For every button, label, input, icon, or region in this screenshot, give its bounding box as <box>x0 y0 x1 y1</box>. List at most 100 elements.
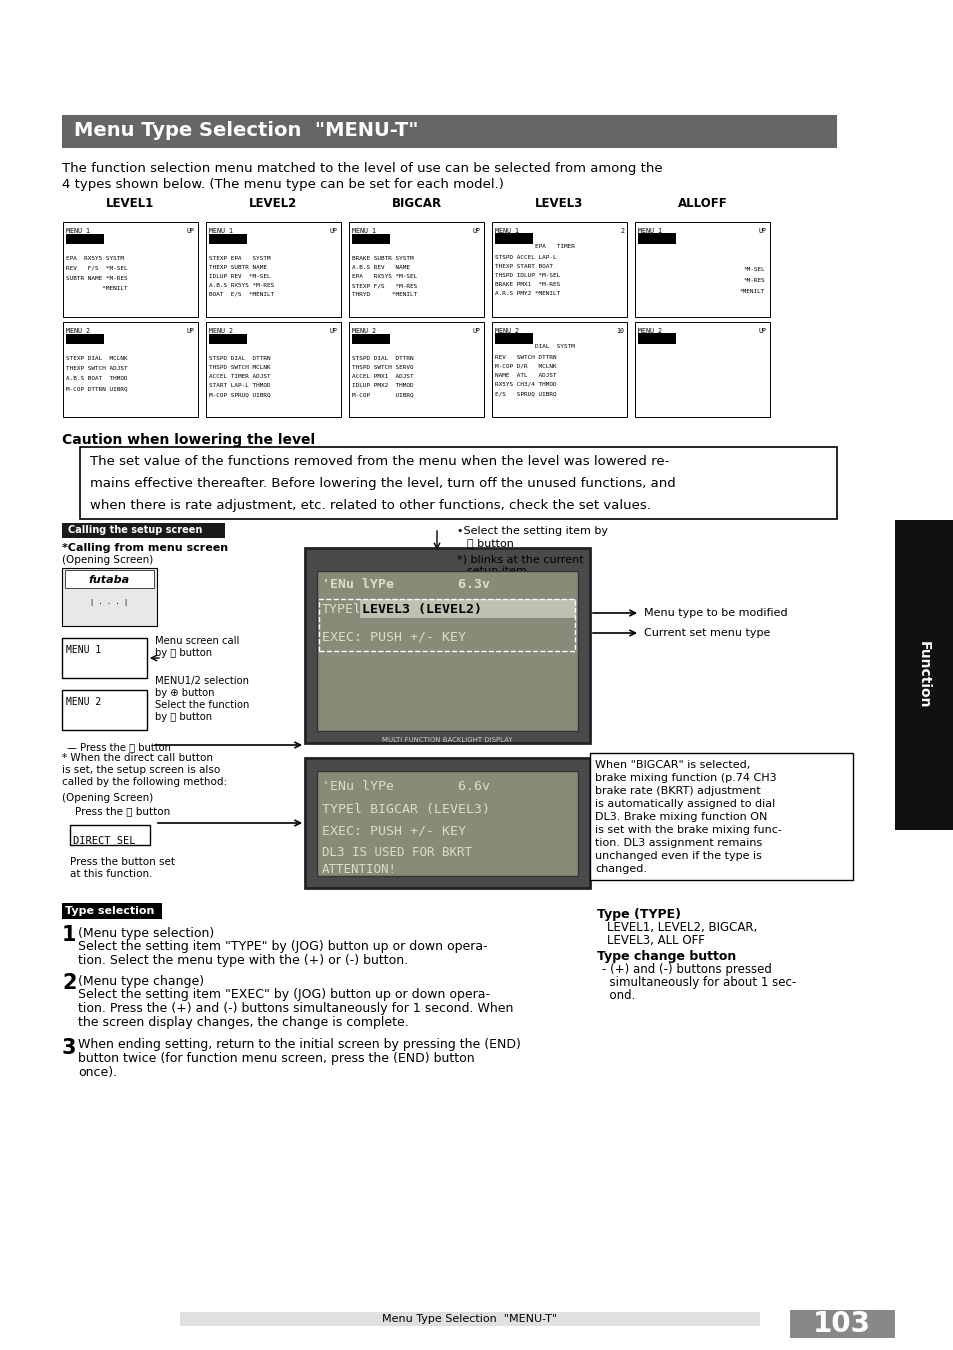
Text: BOAT  E/S  *MENILT: BOAT E/S *MENILT <box>209 292 274 297</box>
Text: brake rate (BKRT) adjustment: brake rate (BKRT) adjustment <box>595 786 760 796</box>
Bar <box>589 753 852 880</box>
Text: ATTENTION!: ATTENTION! <box>322 863 396 876</box>
Text: THEXP SUBTR NAME: THEXP SUBTR NAME <box>209 265 267 270</box>
Text: ⓘ button: ⓘ button <box>467 539 514 548</box>
Text: UP: UP <box>187 228 194 234</box>
Text: 4 types shown below. (The menu type can be set for each model.): 4 types shown below. (The menu type can … <box>62 178 503 190</box>
Text: STEXP: STEXP <box>496 244 514 248</box>
Text: STEXP DIAL  MCLNK: STEXP DIAL MCLNK <box>66 356 128 360</box>
Bar <box>62 690 147 730</box>
Text: STEXP F/S   *M-RES: STEXP F/S *M-RES <box>352 284 416 288</box>
Text: at this function.: at this function. <box>70 869 152 879</box>
Bar <box>495 333 533 344</box>
Text: (Menu type change): (Menu type change) <box>78 975 204 988</box>
Text: is set, the setup screen is also: is set, the setup screen is also <box>62 765 220 775</box>
Text: THRYD      *MENILT: THRYD *MENILT <box>352 292 416 297</box>
Text: - (+) and (-) buttons pressed: - (+) and (-) buttons pressed <box>601 963 771 976</box>
Bar <box>63 323 198 417</box>
Text: THEXP START BOAT: THEXP START BOAT <box>495 265 553 269</box>
Text: SUBTR: SUBTR <box>496 344 514 350</box>
Text: DIAL  SYSTM: DIAL SYSTM <box>535 344 575 350</box>
Bar <box>635 323 769 417</box>
Text: simultaneously for about 1 sec-: simultaneously for about 1 sec- <box>601 976 796 990</box>
Text: the screen display changes, the change is complete.: the screen display changes, the change i… <box>78 1017 408 1029</box>
Text: setup item.: setup item. <box>467 566 530 576</box>
Text: Press the button set: Press the button set <box>70 857 174 867</box>
Text: BRAKE SUBTR SYSTM: BRAKE SUBTR SYSTM <box>352 256 414 261</box>
Text: MENU 1: MENU 1 <box>209 228 233 234</box>
Text: *MENILT: *MENILT <box>66 286 128 292</box>
Text: BRAKE PMX1  *M-RES: BRAKE PMX1 *M-RES <box>495 282 559 288</box>
Text: LEVEL1: LEVEL1 <box>107 197 154 211</box>
Text: LEVEL3: LEVEL3 <box>535 197 583 211</box>
Text: ACCEL TIMER ADJST: ACCEL TIMER ADJST <box>209 374 271 379</box>
Bar <box>495 234 533 244</box>
Text: 3: 3 <box>62 1038 76 1058</box>
Text: STSPD DIAL  DTTRN: STSPD DIAL DTTRN <box>352 356 414 360</box>
Text: MENU 1: MENU 1 <box>66 228 90 234</box>
Text: called by the following method:: called by the following method: <box>62 778 227 787</box>
Text: Select the setting item "EXEC" by (JOG) button up or down opera-: Select the setting item "EXEC" by (JOG) … <box>78 988 490 1000</box>
Bar <box>349 323 483 417</box>
Text: MENU 1: MENU 1 <box>352 228 375 234</box>
Text: button twice (for function menu screen, press the (END) button: button twice (for function menu screen, … <box>78 1052 475 1065</box>
Bar <box>206 221 340 317</box>
Text: tion. Select the menu type with the (+) or (-) button.: tion. Select the menu type with the (+) … <box>78 954 408 967</box>
Text: (Menu type selection): (Menu type selection) <box>78 927 214 940</box>
Text: A.B.S RX5YS *M-RES: A.B.S RX5YS *M-RES <box>209 284 274 288</box>
Text: TYPEl: TYPEl <box>322 603 361 616</box>
Bar <box>209 333 247 344</box>
Text: 1: 1 <box>62 925 76 945</box>
Bar <box>70 825 150 845</box>
Text: Calling the setup screen: Calling the setup screen <box>68 525 202 535</box>
Text: 'ENu lYPe        6.3v: 'ENu lYPe 6.3v <box>322 578 490 591</box>
Text: LEVEL1, LEVEL2, BIGCAR,: LEVEL1, LEVEL2, BIGCAR, <box>606 921 757 934</box>
Text: DIRECT SEL: DIRECT SEL <box>73 836 135 846</box>
Text: EXEC: PUSH +/- KEY: EXEC: PUSH +/- KEY <box>322 825 465 838</box>
Text: A.R.S PMY2 *MENILT: A.R.S PMY2 *MENILT <box>495 292 559 296</box>
Text: Type selection: Type selection <box>65 906 154 917</box>
Text: THEXP SWTCH ADJST: THEXP SWTCH ADJST <box>66 366 128 371</box>
Text: 103: 103 <box>812 1310 870 1338</box>
Text: SUBTR NAME *M-RES: SUBTR NAME *M-RES <box>66 275 128 281</box>
Text: IDLUP REV  *M-SEL: IDLUP REV *M-SEL <box>209 274 271 279</box>
Bar <box>789 1310 894 1338</box>
Text: by ⓘ button: by ⓘ button <box>154 711 212 722</box>
Text: MENU 2: MENU 2 <box>352 328 375 333</box>
Text: Menu Type Selection  "MENU-T": Menu Type Selection "MENU-T" <box>382 1314 557 1324</box>
Text: LEVEL2: LEVEL2 <box>249 197 297 211</box>
Bar <box>305 757 589 888</box>
Bar <box>180 1312 760 1326</box>
Text: LEVEL3, ALL OFF: LEVEL3, ALL OFF <box>606 934 704 946</box>
Text: Function: Function <box>916 641 930 709</box>
Text: Menu screen call: Menu screen call <box>154 636 239 647</box>
Text: Type (TYPE): Type (TYPE) <box>597 909 680 921</box>
Text: is set with the brake mixing func-: is set with the brake mixing func- <box>595 825 781 836</box>
Text: M-COP DTTRN UIBRQ: M-COP DTTRN UIBRQ <box>66 386 128 391</box>
Text: (Opening Screen): (Opening Screen) <box>62 792 153 803</box>
Bar <box>894 520 953 830</box>
Bar <box>62 522 225 539</box>
Text: MENU 1: MENU 1 <box>495 228 518 234</box>
Bar <box>492 323 626 417</box>
Text: MENU1/2 selection: MENU1/2 selection <box>154 676 249 686</box>
Text: When "BIGCAR" is selected,: When "BIGCAR" is selected, <box>595 760 749 770</box>
Text: ALLOFF: ALLOFF <box>677 197 726 211</box>
Bar <box>206 323 340 417</box>
Text: M-COP D/R   MCLNK: M-COP D/R MCLNK <box>495 364 556 369</box>
Bar <box>349 221 483 317</box>
Text: E/S   SPRUQ UIBRQ: E/S SPRUQ UIBRQ <box>495 392 556 396</box>
Text: MENU 2: MENU 2 <box>495 328 518 333</box>
Text: MENU 2: MENU 2 <box>66 697 101 707</box>
Text: UP: UP <box>473 328 480 333</box>
Text: MENU 2: MENU 2 <box>638 328 661 333</box>
Bar <box>492 221 626 317</box>
Text: START LAP-L THMOD: START LAP-L THMOD <box>209 383 271 387</box>
Text: MENU 1: MENU 1 <box>638 228 661 234</box>
Text: 2: 2 <box>62 973 76 994</box>
Text: Menu Type Selection  "MENU-T": Menu Type Selection "MENU-T" <box>74 122 418 140</box>
Text: THSPD SWTCH MCLNK: THSPD SWTCH MCLNK <box>209 364 271 370</box>
Text: *MENILT: *MENILT <box>739 289 764 294</box>
Text: NAME  ATL   ADJST: NAME ATL ADJST <box>495 373 556 378</box>
Text: DL3. Brake mixing function ON: DL3. Brake mixing function ON <box>595 811 766 822</box>
